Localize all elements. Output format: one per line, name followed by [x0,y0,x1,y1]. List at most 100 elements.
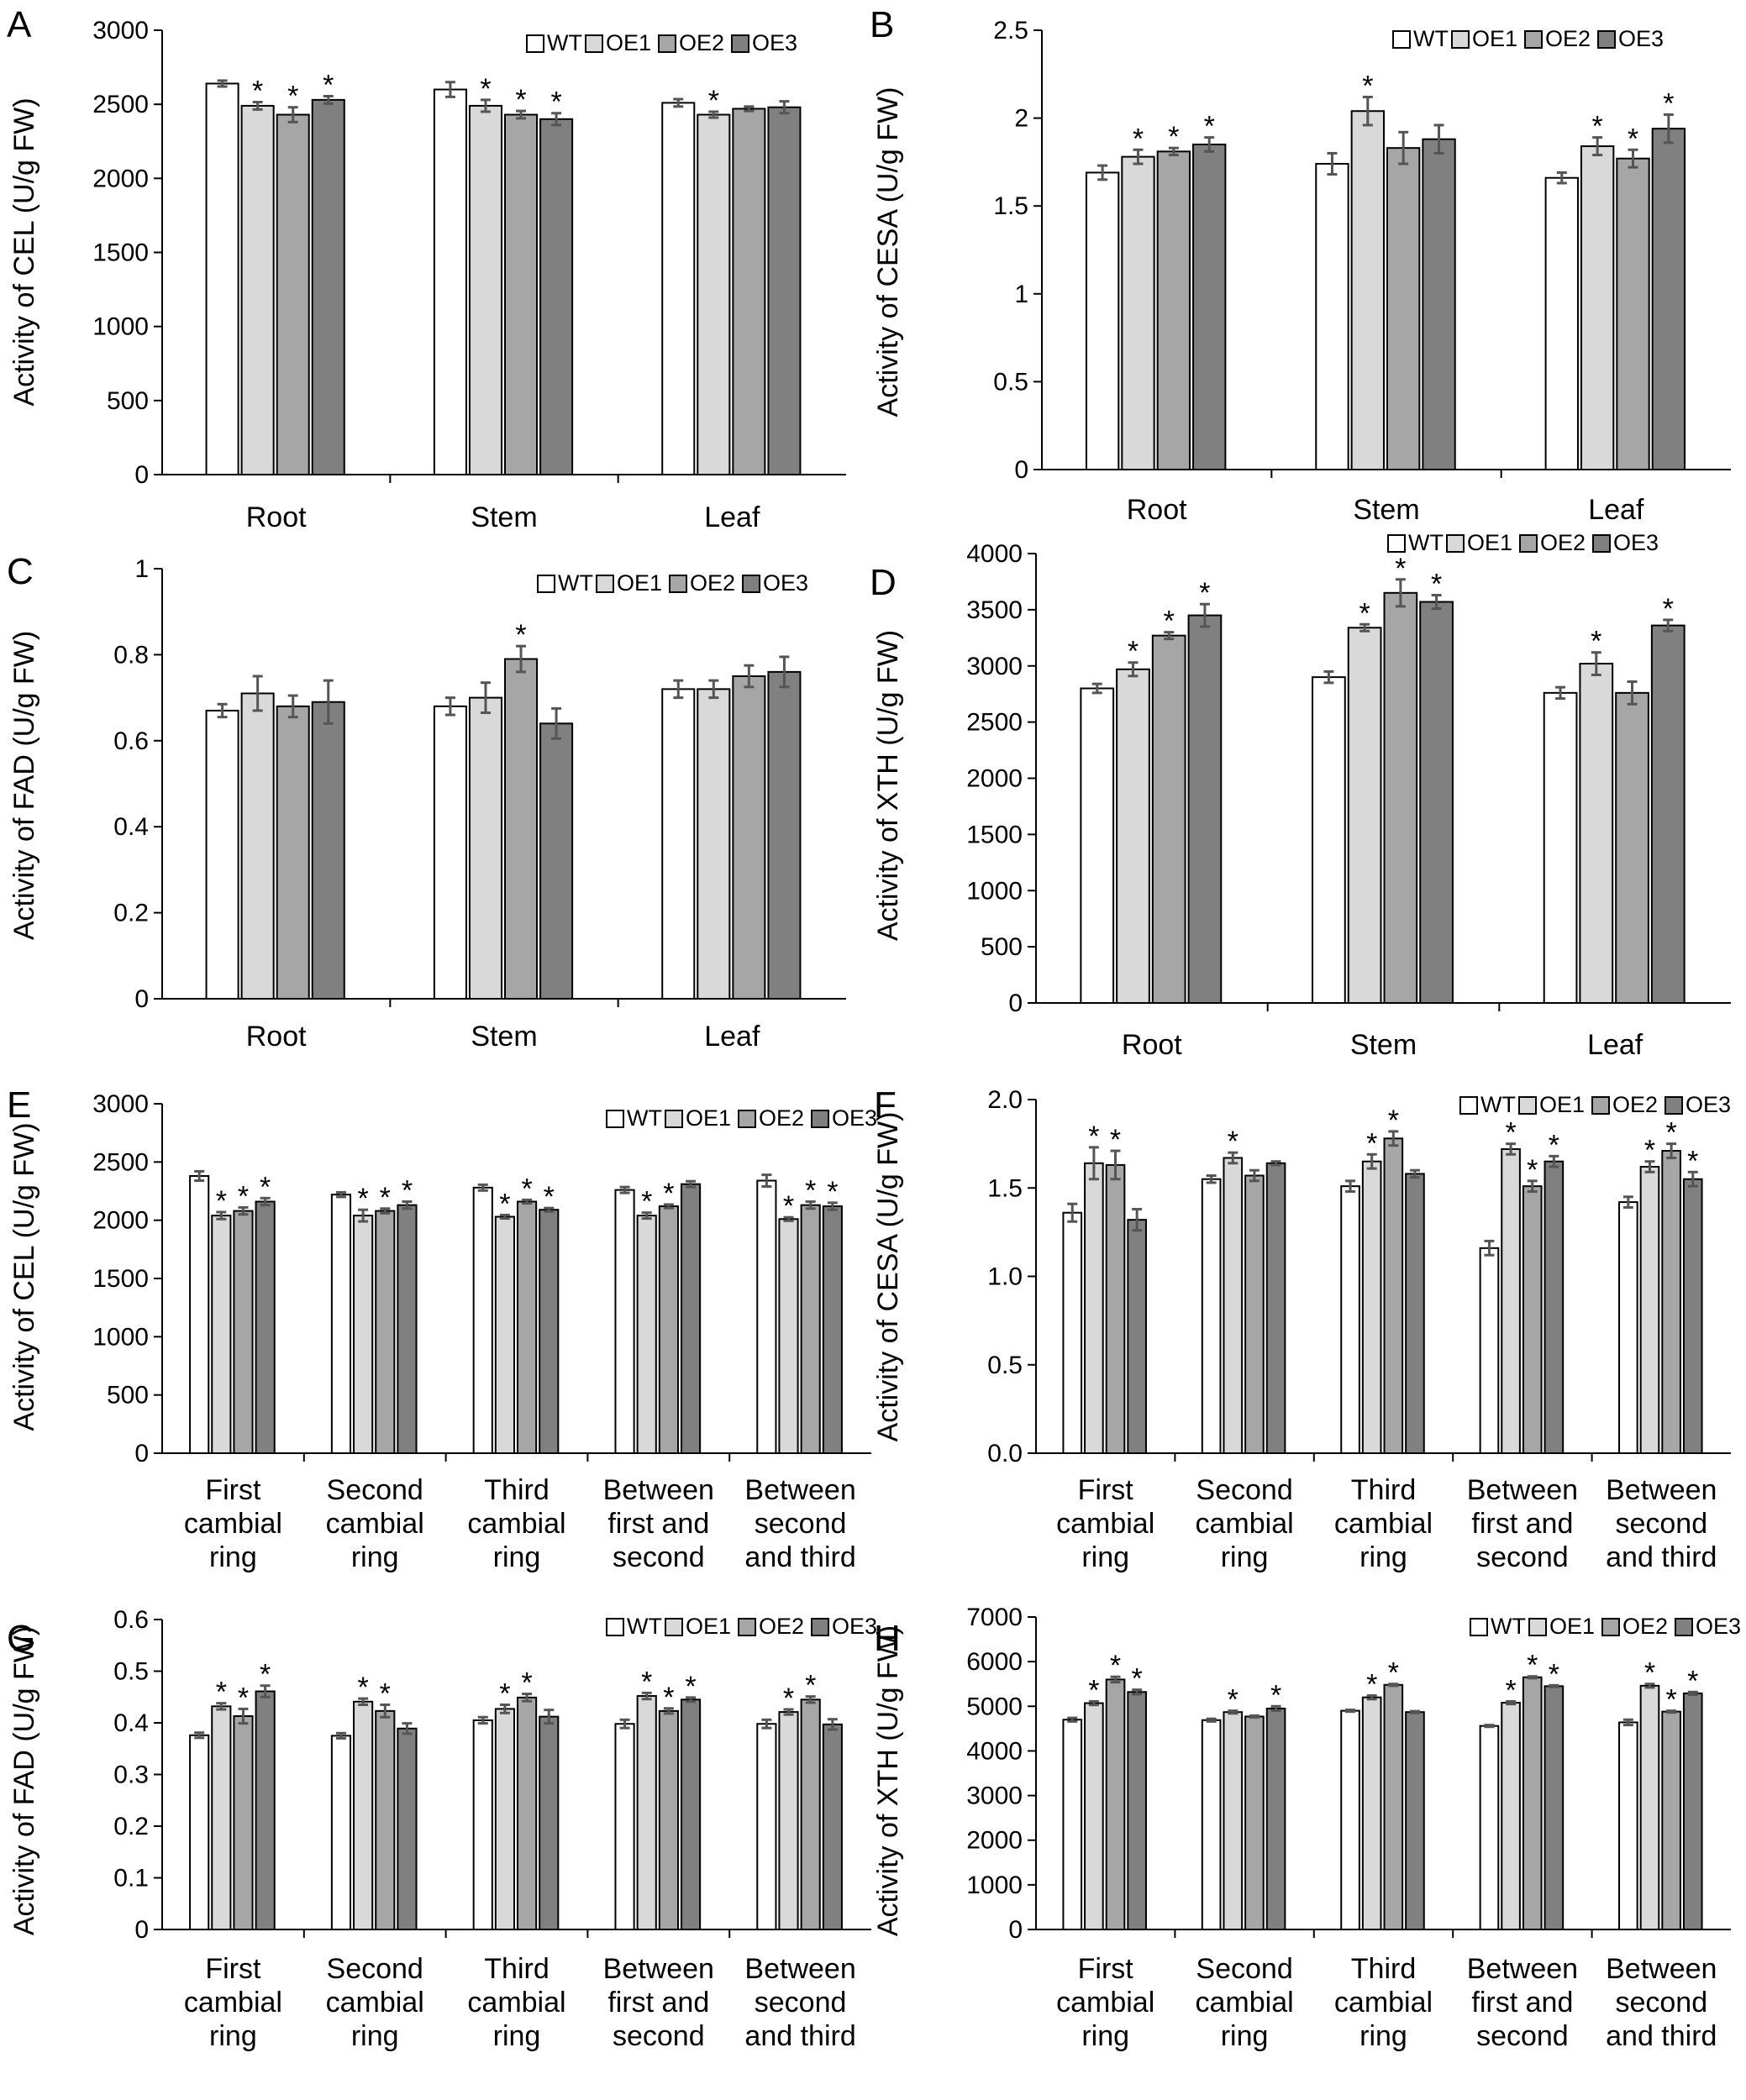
x-category-label: cambial [1334,1508,1433,1540]
significance-star: * [515,84,526,116]
legend-label-WT: WT [1491,1614,1526,1639]
significance-star: * [641,1666,652,1698]
significance-star: * [783,1190,794,1222]
y-tick-label: 0.5 [113,1658,149,1686]
significance-star: * [1628,123,1638,155]
panel-label: F [874,1084,897,1126]
significance-star: * [1128,636,1139,668]
bar-OE3 [1422,138,1456,470]
significance-star: * [1199,577,1210,609]
significance-star: * [1110,1124,1121,1156]
bar-WT [661,102,696,476]
bar-WT [330,1735,352,1930]
significance-star: * [1644,1135,1655,1167]
significance-star: * [238,1682,249,1714]
y-tick-label: 2000 [92,165,149,192]
bar-OE1 [1223,1711,1244,1931]
x-category-label: Between [744,1953,855,1985]
bar-WT [1479,1725,1500,1930]
legend-label-OE3: OE3 [832,1105,877,1131]
x-category-label: second [613,1541,705,1573]
bar-OE3 [1265,1162,1286,1455]
x-category-label: ring [1359,2020,1407,2052]
y-tick-label: 2500 [92,91,149,118]
panel-label: B [870,4,894,45]
x-category-label: Second [1196,1474,1292,1506]
x-category-label: cambial [1334,1987,1433,2019]
panel-B: B Activity of CESA (U/g FW) 0 0.5 1 1.5 2 2.5 * *… [870,4,1731,526]
x-category-label: cambial [184,1508,282,1540]
x-category-label: Between [603,1474,714,1506]
x-category-label: ring [493,1541,541,1573]
legend-swatch-WT [526,34,544,53]
legend-label-OE3: OE3 [752,30,797,55]
bar-OE1 [636,1695,657,1931]
bar-OE1 [211,1215,232,1454]
legend-label-OE2: OE2 [1540,530,1586,555]
x-category-label: Between [744,1474,855,1506]
bar-WT [1618,1721,1638,1931]
bar-OE1 [211,1705,232,1930]
bar-OE3 [255,1200,276,1454]
significance-star: * [685,1671,696,1703]
bar-WT [1085,171,1120,470]
bar-OE2 [1616,157,1650,470]
y-tick-label: 0.4 [113,1709,149,1737]
x-category-label: ring [1081,2020,1129,2052]
legend-label-OE1: OE1 [606,30,651,55]
y-tick-label: 1.0 [987,1263,1023,1291]
y-tick-label: 1.5 [993,192,1028,220]
significance-star: * [641,1186,652,1218]
legend-swatch-OE3 [1592,534,1611,553]
bar-OE2 [504,658,539,1000]
panel-label: G [7,1618,35,1659]
significance-star: * [1088,1674,1099,1706]
panel-A: A Activity of CEL (U/g FW) 0 500 1000 1500 200… [7,4,846,533]
y-axis-title: Activity of FAD (U/g FW) [8,631,40,940]
bar-OE3 [767,670,802,1000]
x-category-label: Between [1467,1474,1578,1506]
bar-WT [1479,1247,1500,1454]
legend-swatch-WT [1387,534,1406,553]
significance-star: * [708,85,719,117]
x-category-label: first and [607,1987,709,2019]
significance-star: * [663,1682,674,1714]
bar-OE1 [1121,155,1155,470]
x-category-label: Root [1122,1029,1182,1061]
legend-swatch-OE1 [665,1110,683,1128]
legend-label-OE1: OE1 [686,1614,731,1639]
panel-label: C [7,551,34,592]
significance-star: * [480,73,491,105]
y-tick-label: 2000 [92,1207,149,1235]
bar-OE1 [778,1711,799,1930]
significance-star: * [380,1677,391,1709]
x-category-label: second [755,1508,847,1540]
bar-OE3 [822,1723,843,1930]
x-category-label: and third [744,1541,855,1573]
x-category-label: Leaf [704,501,760,533]
bar-OE2 [1522,1676,1543,1930]
legend-swatch-OE1 [1518,1096,1537,1115]
bar-OE1 [494,1708,515,1931]
legend-swatch-OE2 [1591,1096,1610,1115]
bar-WT [1062,1719,1083,1930]
x-category-label: ring [351,1541,399,1573]
y-tick-label: 1500 [92,1265,149,1293]
legend-swatch-OE1 [1446,534,1465,553]
bar-OE2 [1386,147,1421,470]
bar-OE1 [353,1215,374,1454]
x-category-label: and third [1606,2020,1717,2052]
x-category-label: Between [1606,1953,1717,1985]
x-category-label: first and [1471,1987,1573,2019]
x-category-label: cambial [467,1508,565,1540]
panel-label: A [7,4,32,45]
y-tick-label: 0 [1008,990,1023,1017]
panel-label: H [874,1618,901,1659]
panel-label: D [870,562,897,603]
bar-WT [1315,162,1349,470]
y-tick-label: 1000 [966,877,1023,905]
significance-star: * [260,1171,271,1203]
bar-WT [1062,1211,1083,1454]
bar-OE3 [397,1204,418,1454]
